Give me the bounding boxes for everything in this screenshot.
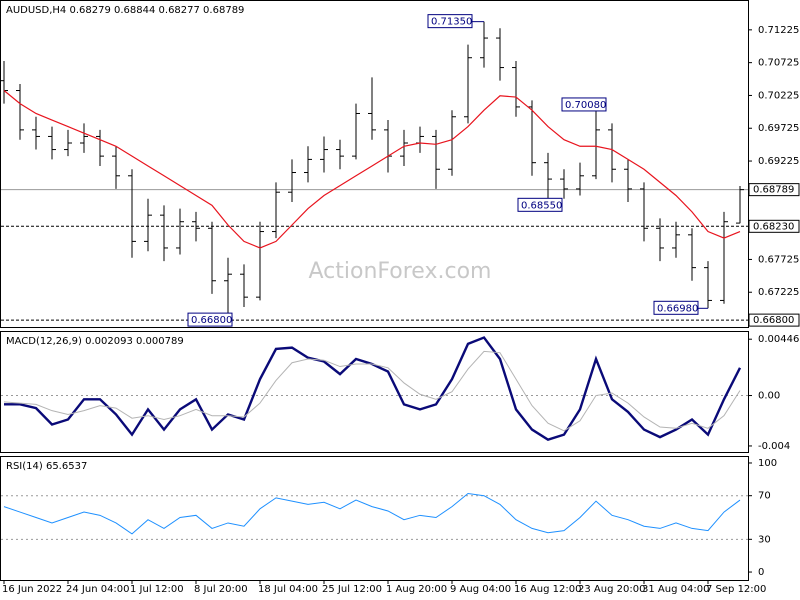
- annotation-label: 0.66980: [657, 303, 698, 314]
- y-tick-label: -0.004: [758, 441, 790, 452]
- x-tick-label: 9 Aug 04:00: [450, 584, 511, 595]
- x-tick-label: 31 Aug 04:00: [642, 584, 709, 595]
- y-tick-label: 0.69725: [758, 123, 799, 134]
- y-tick-label: 0.69225: [758, 156, 799, 167]
- annotation-label: 0.70080: [565, 100, 606, 111]
- annotation-box: [427, 14, 473, 29]
- annotation-box: [187, 312, 233, 327]
- indicator-line: [3, 492, 741, 535]
- x-tick-label: 18 Jul 04:00: [258, 584, 318, 595]
- x-tick-label: 16 Jun 2022: [2, 584, 62, 595]
- x-tick-label: 16 Aug 12:00: [514, 584, 581, 595]
- y-tick-label: 0.67225: [758, 287, 799, 298]
- panel-frame: [0, 0, 749, 328]
- watermark: ActionForex.com: [309, 259, 492, 284]
- x-tick-label: 1 Jul 12:00: [130, 584, 184, 595]
- price-label: 0.68789: [753, 185, 794, 196]
- x-tick-label: 1 Aug 20:00: [386, 584, 447, 595]
- y-tick-label: 70: [758, 491, 771, 502]
- y-tick-label: 0: [758, 567, 764, 578]
- y-tick-label: 0.67725: [758, 254, 799, 265]
- price-label-box: [748, 219, 800, 233]
- price-label-box: [748, 313, 800, 327]
- panel-title: RSI(14) 65.6537: [6, 461, 87, 472]
- annotation-box: [653, 300, 699, 315]
- y-tick-label: 0.004469: [758, 334, 800, 345]
- price-label: 0.68230: [753, 221, 794, 232]
- y-tick-label: 0.00: [758, 391, 780, 402]
- x-tick-label: 8 Jul 20:00: [194, 584, 248, 595]
- annotation-label: 0.66800: [191, 315, 232, 326]
- panel-title: AUDUSD,H4 0.68279 0.68844 0.68277 0.6878…: [6, 5, 244, 16]
- x-tick-label: 7 Sep 12:00: [706, 584, 766, 595]
- annotation-label: 0.71350: [431, 17, 472, 28]
- price-label-box: [748, 183, 800, 197]
- price-label: 0.66800: [753, 315, 794, 326]
- moving-average: [3, 90, 741, 249]
- panel-frame: [0, 456, 749, 581]
- panel-frame: [0, 331, 749, 453]
- annotation-box: [561, 97, 607, 112]
- annotation-box: [517, 197, 563, 212]
- y-tick-label: 0.70225: [758, 90, 799, 101]
- panel-title: MACD(12,26,9) 0.002093 0.000789: [6, 336, 184, 347]
- y-tick-label: 0.70725: [758, 58, 799, 69]
- annotation-label: 0.68550: [521, 200, 562, 211]
- y-tick-label: 100: [758, 458, 777, 469]
- y-tick-label: 0.71225: [758, 25, 799, 36]
- x-tick-label: 24 Jun 04:00: [66, 584, 130, 595]
- x-tick-label: 23 Aug 20:00: [578, 584, 645, 595]
- y-tick-label: 30: [758, 534, 771, 545]
- indicator-line: [3, 350, 741, 432]
- x-tick-label: 25 Jul 12:00: [322, 584, 382, 595]
